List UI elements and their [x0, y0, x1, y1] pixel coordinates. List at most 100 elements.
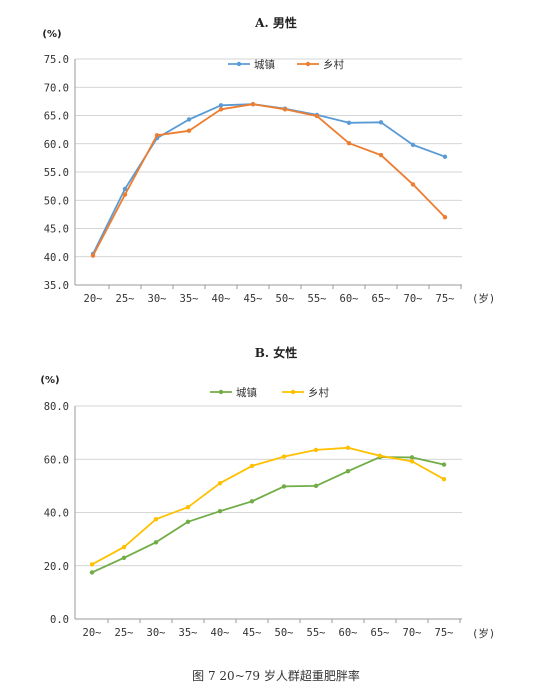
data-point — [441, 477, 447, 482]
x-tick-label: 40~ — [212, 293, 231, 305]
data-point — [217, 508, 223, 514]
x-tick-label: 60~ — [339, 627, 358, 639]
legend-marker-urban-female — [218, 389, 224, 395]
legend-marker-rural-male — [305, 61, 311, 67]
x-tick-label: 75~ — [436, 293, 455, 305]
y-tick-label: 40.0 — [44, 508, 69, 520]
series-line-urban-female — [91, 456, 445, 574]
x-unit-label-male: (岁) — [472, 292, 495, 305]
y-tick-label: 20.0 — [44, 561, 69, 573]
chart-female: B. 女性 (%) 0.0 20.0 40.0 60.0 80.0 20~ 25~ 30~ 3… — [40, 345, 495, 640]
data-point — [121, 544, 127, 550]
legend-label-urban-female: 城镇 — [236, 386, 257, 399]
legend-marker-rural-female — [290, 389, 296, 395]
series-female — [89, 445, 447, 575]
legend-label-rural-female: 乡村 — [308, 386, 329, 399]
data-point — [249, 463, 255, 469]
legend-label-urban-male: 城镇 — [254, 58, 275, 71]
data-point — [441, 462, 447, 467]
data-point — [377, 453, 383, 458]
data-point — [409, 455, 415, 460]
x-tick-label: 50~ — [275, 627, 294, 639]
x-tick-label: 20~ — [84, 293, 103, 305]
data-point — [281, 484, 287, 489]
x-tick-label: 75~ — [435, 627, 454, 639]
data-point — [249, 499, 255, 504]
data-point — [442, 215, 448, 220]
data-point — [186, 128, 192, 133]
y-tick-label: 50.0 — [44, 195, 69, 207]
grid-female — [74, 405, 462, 620]
data-point — [282, 107, 288, 112]
y-tick-label: 80.0 — [44, 401, 69, 413]
x-tick-label: 50~ — [276, 293, 295, 305]
y-tick-label: 75.0 — [44, 54, 69, 66]
x-tick-label: 45~ — [244, 293, 263, 305]
x-tick-label: 25~ — [115, 627, 134, 639]
data-point — [378, 152, 384, 158]
data-point — [442, 154, 448, 159]
x-tick-label: 30~ — [147, 627, 166, 639]
data-point — [378, 120, 384, 125]
y-unit-label-female: (%) — [40, 375, 59, 386]
x-tick-label: 35~ — [179, 627, 198, 639]
y-tick-label: 60.0 — [44, 139, 69, 151]
data-point — [89, 562, 95, 567]
data-point — [345, 469, 351, 474]
x-tick-label: 20~ — [83, 627, 102, 639]
x-tick-label: 65~ — [371, 627, 390, 639]
x-axis-ticks-male: 20~ 25~ 30~ 35~ 40~ 45~ 50~ 55~ 60~ 65~ 70~ 75~ — [84, 285, 462, 305]
legend-label-rural-male: 乡村 — [323, 58, 344, 71]
x-tick-label: 70~ — [404, 293, 423, 305]
x-tick-label: 55~ — [307, 627, 326, 639]
x-tick-label: 70~ — [403, 627, 422, 639]
data-point — [346, 120, 352, 126]
data-point — [154, 133, 160, 138]
data-point — [250, 102, 256, 107]
data-point — [281, 454, 287, 459]
data-point — [218, 107, 224, 112]
legend-male: 城镇 乡村 — [228, 58, 344, 71]
data-point — [121, 555, 127, 560]
chart-title-female: B. 女性 — [255, 345, 298, 360]
x-tick-label: 65~ — [372, 293, 391, 305]
data-point — [217, 481, 223, 486]
y-tick-label: 45.0 — [44, 224, 69, 236]
data-point — [153, 516, 159, 522]
y-axis-ticks-female: 0.0 20.0 40.0 60.0 80.0 — [44, 401, 69, 626]
data-point — [89, 570, 95, 575]
data-point — [218, 103, 224, 108]
data-point — [345, 445, 351, 451]
data-point — [153, 540, 159, 545]
series-male — [90, 102, 448, 258]
figure-caption: 图 7 20~79 岁人群超重肥胖率 — [192, 668, 360, 683]
y-tick-label: 65.0 — [44, 111, 69, 123]
data-point — [314, 113, 320, 119]
x-tick-label: 60~ — [340, 293, 359, 305]
grid-male — [74, 58, 462, 286]
x-unit-label-female: (岁) — [472, 627, 495, 640]
x-tick-label: 25~ — [116, 293, 135, 305]
y-unit-label-male: (%) — [42, 29, 61, 40]
x-tick-label: 35~ — [180, 293, 199, 305]
data-point — [185, 504, 191, 510]
chart-title-male: A. 男性 — [254, 15, 297, 30]
x-tick-label: 40~ — [211, 627, 230, 639]
chart-male: A. 男性 (%) 35.0 40.0 45.0 50.0 55.0 60.0 65.0 70… — [42, 15, 495, 305]
data-point — [410, 182, 416, 187]
data-point — [122, 192, 128, 197]
x-tick-label: 30~ — [148, 293, 167, 305]
x-axis-ticks-female: 20~ 25~ 30~ 35~ 40~ 45~ 50~ 55~ 60~ 65~ 70~ 75~ — [83, 619, 461, 639]
data-point — [313, 447, 319, 453]
series-line-rural-female — [91, 446, 445, 566]
data-point — [409, 459, 415, 464]
x-tick-label: 55~ — [308, 293, 327, 305]
y-tick-label: 40.0 — [44, 252, 69, 264]
y-tick-label: 55.0 — [44, 167, 69, 179]
data-point — [186, 117, 192, 122]
x-tick-label: 45~ — [243, 627, 262, 639]
data-point — [185, 519, 191, 525]
y-tick-label: 60.0 — [44, 454, 69, 466]
data-point — [346, 140, 352, 146]
